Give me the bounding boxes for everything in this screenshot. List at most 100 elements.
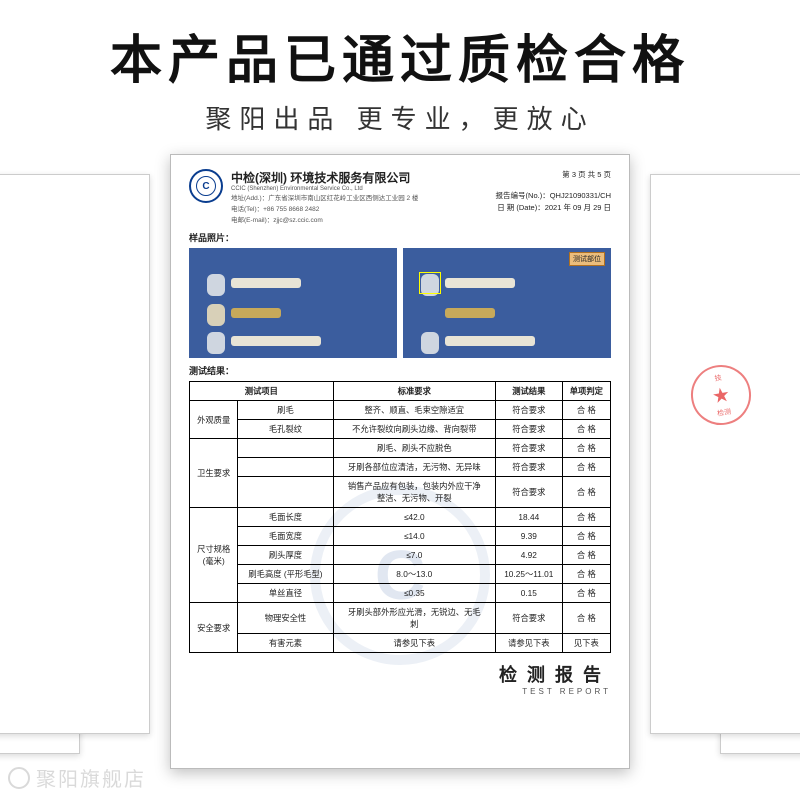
sample-photo-1 <box>189 248 397 358</box>
bg-label: 检验 <box>0 511 137 545</box>
report-date: 2021 年 09 月 29 日 <box>545 203 611 212</box>
th-result: 测试结果 <box>495 382 562 401</box>
photo-marker: 测试部位 <box>569 252 605 266</box>
group-cell: 尺寸规格 (毫米) <box>190 508 238 603</box>
verdict-cell: 合 格 <box>562 603 610 634</box>
header: 本产品已通过质检合格 聚阳出品 更专业，更放心 <box>0 0 800 136</box>
std-cell: 销售产品应有包装，包装内外应干净 整洁、无污物、开裂 <box>333 477 495 508</box>
bg-page-right-near: 5 页 1/CH | 29 日 果 技 ★ 检测 <box>650 174 800 734</box>
sample-photos: 测试部位 <box>189 248 611 358</box>
item-cell: 刷头厚度 <box>238 546 333 565</box>
std-cell: 不允许裂纹向刷头边缘、背向裂带 <box>333 420 495 439</box>
report-title: 检测报告 <box>189 661 611 687</box>
table-row: 安全要求物理安全性牙刷头部外形应光滑，无锐边、无毛 刺符合要求合 格 <box>190 603 611 634</box>
verdict-cell: 合 格 <box>562 458 610 477</box>
page-title: 本产品已通过质检合格 <box>0 18 800 93</box>
table-row: 刷毛高度 (平形毛型)8.0～13.010.25～11.01合 格 <box>190 565 611 584</box>
std-cell: ≤7.0 <box>333 546 495 565</box>
red-stamp-icon: 技 ★ 检测 <box>686 360 756 430</box>
bg-right-meta: 1/CH | 29 日 <box>663 206 800 226</box>
std-cell: 牙刷各部位应清洁，无污物、无异味 <box>333 458 495 477</box>
company-email: 电邮(E-mail)：zjjc@sz.ccic.com <box>231 216 488 225</box>
company-address: 地址(Add.)：广东省深圳市南山区红花岭工业区西侧达工业园 2 楼 <box>231 194 488 203</box>
table-row: 刷头厚度≤7.04.92合 格 <box>190 546 611 565</box>
item-cell: 刷毛高度 (平形毛型) <box>238 565 333 584</box>
company-block: 中检(深圳) 环境技术服务有限公司 CCIC (Shenzhen) Enviro… <box>231 169 488 225</box>
verdict-cell: 合 格 <box>562 477 610 508</box>
bg-serial: 1600 <box>0 219 137 229</box>
item-cell: 有害元素 <box>238 634 333 653</box>
result-cell: 18.44 <box>495 508 562 527</box>
store-logo-icon <box>8 767 30 789</box>
verdict-cell: 合 格 <box>562 508 610 527</box>
sample-photo-label: 样品照片： <box>189 231 611 244</box>
results-label: 测试结果： <box>189 364 611 377</box>
date-label: 日 期 (Date)： <box>497 203 545 212</box>
result-cell: 请参见下表 <box>495 634 562 653</box>
bg-right-pageno: 5 页 <box>663 189 800 200</box>
th-item: 测试项目 <box>190 382 334 401</box>
item-cell: 刷毛 <box>238 401 333 420</box>
verdict-cell: 合 格 <box>562 401 610 420</box>
verdict-cell: 合 格 <box>562 565 610 584</box>
result-cell: 符合要求 <box>495 603 562 634</box>
table-row: 毛孔裂纹不允许裂纹向刷头边缘、背向裂带符合要求合 格 <box>190 420 611 439</box>
result-cell: 符合要求 <box>495 439 562 458</box>
table-row: 毛面宽度≤14.09.39合 格 <box>190 527 611 546</box>
table-row: 牙刷各部位应清洁，无污物、无异味符合要求合 格 <box>190 458 611 477</box>
report-header: C 中检(深圳) 环境技术服务有限公司 CCIC (Shenzhen) Envi… <box>189 169 611 225</box>
th-std: 标准要求 <box>333 382 495 401</box>
store-watermark-text: 聚阳旗舰店 <box>36 763 146 792</box>
ccic-logo-icon: C <box>189 169 223 203</box>
bg-field-labels: 报告 样品 款号 检验 委托 <box>0 409 137 579</box>
result-cell: 4.92 <box>495 546 562 565</box>
group-cell: 外观质量 <box>190 401 238 439</box>
std-cell: 整齐、顺直、毛束空隙适宜 <box>333 401 495 420</box>
documents-stack: N 1600 报告 样品 款号 检验 委托 N 1600 报告 样品 款号 检验… <box>0 144 800 804</box>
sample-photo-2: 测试部位 <box>403 248 611 358</box>
result-cell: 符合要求 <box>495 477 562 508</box>
table-header-row: 测试项目 标准要求 测试结果 单项判定 <box>190 382 611 401</box>
company-name: 中检(深圳) 环境技术服务有限公司 <box>231 169 488 186</box>
table-row: 有害元素请参见下表请参见下表见下表 <box>190 634 611 653</box>
report-no: QHJ21090331/CH <box>550 191 611 200</box>
item-cell: 毛孔裂纹 <box>238 420 333 439</box>
verdict-cell: 见下表 <box>562 634 610 653</box>
report-meta: 第 3 页 共 5 页 报告编号(No.)：QHJ21090331/CH 日 期… <box>496 169 611 213</box>
std-cell: ≤0.35 <box>333 584 495 603</box>
report-title-en: TEST REPORT <box>189 687 611 696</box>
store-watermark: 聚阳旗舰店 <box>8 763 146 792</box>
company-name-en: CCIC (Shenzhen) Environmental Service Co… <box>231 186 488 192</box>
report-no-label: 报告编号(No.)： <box>496 191 550 200</box>
verdict-cell: 合 格 <box>562 527 610 546</box>
bg-page-left-near: N 1600 报告 样品 款号 检验 委托 <box>0 174 150 734</box>
company-tel: 电话(Tel)：+86 755 8668 2482 <box>231 205 488 214</box>
table-row: 卫生要求刷毛、刷头不应脱色符合要求合 格 <box>190 439 611 458</box>
std-cell: ≤14.0 <box>333 527 495 546</box>
page-subtitle: 聚阳出品 更专业，更放心 <box>0 99 800 136</box>
result-cell: 10.25～11.01 <box>495 565 562 584</box>
verdict-cell: 合 格 <box>562 546 610 565</box>
item-cell: 单丝直径 <box>238 584 333 603</box>
table-row: 单丝直径≤0.350.15合 格 <box>190 584 611 603</box>
table-row: 尺寸规格 (毫米)毛面长度≤42.018.44合 格 <box>190 508 611 527</box>
bg-label: 委托 <box>0 545 137 579</box>
std-cell: ≤42.0 <box>333 508 495 527</box>
page-info: 第 3 页 共 5 页 <box>496 169 611 180</box>
item-cell <box>238 477 333 508</box>
th-verdict: 单项判定 <box>562 382 610 401</box>
bg-label: 样品 <box>0 443 137 477</box>
std-cell: 牙刷头部外形应光滑，无锐边、无毛 刺 <box>333 603 495 634</box>
bg-label: 报告 <box>0 409 137 443</box>
verdict-cell: 合 格 <box>562 584 610 603</box>
group-cell: 卫生要求 <box>190 439 238 508</box>
item-cell: 毛面宽度 <box>238 527 333 546</box>
item-cell <box>238 458 333 477</box>
table-row: 外观质量刷毛整齐、顺直、毛束空隙适宜符合要求合 格 <box>190 401 611 420</box>
results-table: 测试项目 标准要求 测试结果 单项判定 外观质量刷毛整齐、顺直、毛束空隙适宜符合… <box>189 381 611 653</box>
result-cell: 0.15 <box>495 584 562 603</box>
table-row: 销售产品应有包装，包装内外应干净 整洁、无污物、开裂符合要求合 格 <box>190 477 611 508</box>
result-cell: 符合要求 <box>495 458 562 477</box>
bg-label: 款号 <box>0 477 137 511</box>
item-cell <box>238 439 333 458</box>
